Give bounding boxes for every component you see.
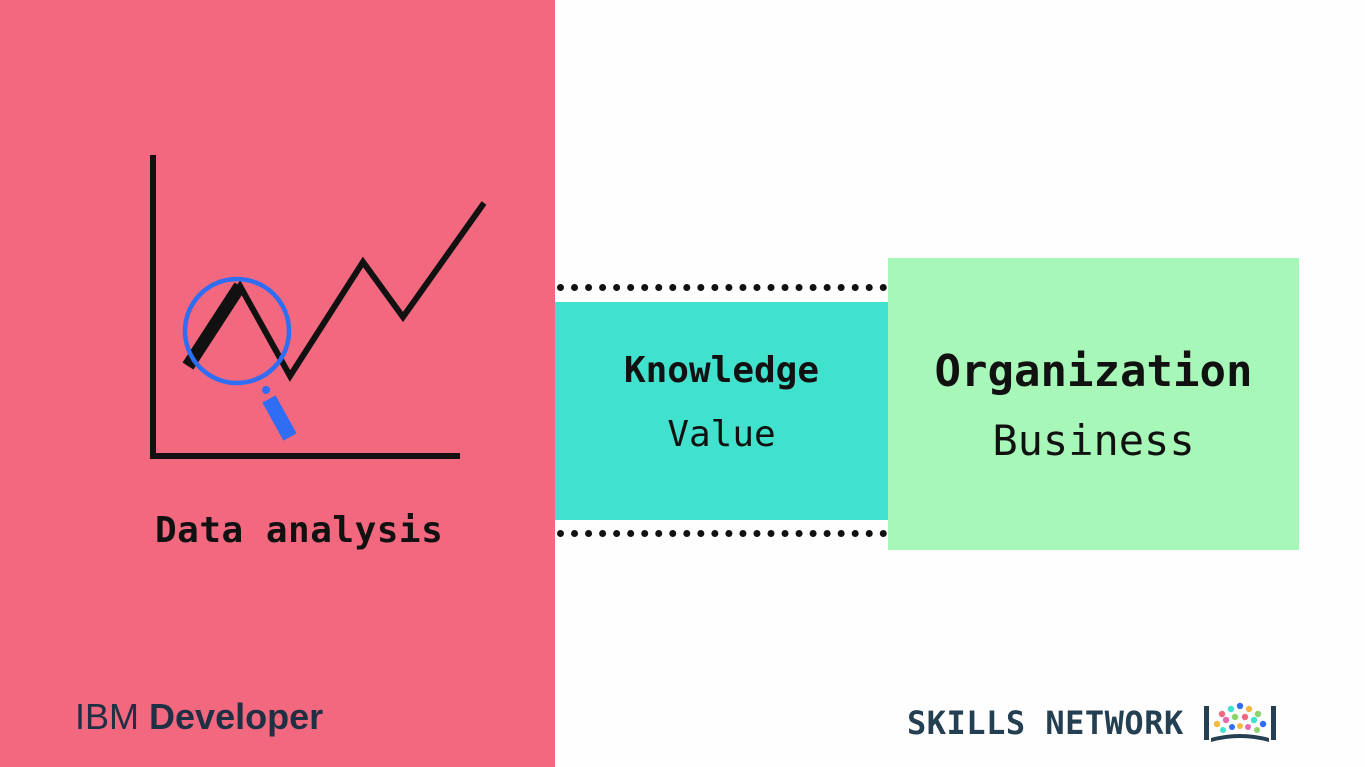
book-spine-right xyxy=(1270,706,1276,740)
dotted-connector-top xyxy=(557,284,887,291)
skills-network-book-icon xyxy=(1203,702,1276,742)
logo-dot xyxy=(1244,724,1251,730)
logo-dot xyxy=(1254,710,1261,718)
knowledge-title: Knowledge xyxy=(623,350,820,391)
business-subtitle: Business xyxy=(992,416,1195,465)
logo-dot xyxy=(1259,720,1266,728)
data-analysis-label: Data analysis xyxy=(155,510,444,551)
logo-dot xyxy=(1227,705,1234,713)
logo-dot xyxy=(1222,716,1229,724)
magnifying-glass-icon xyxy=(182,276,297,441)
line-chart-icon xyxy=(150,155,487,459)
organization-title: Organization xyxy=(934,346,1253,397)
developer-logo-text: Developer xyxy=(149,696,324,737)
logo-dot xyxy=(1250,716,1257,724)
data-analysis-illustration xyxy=(150,155,487,459)
organization-box: Organization Business xyxy=(888,258,1299,550)
logo-dot xyxy=(1245,705,1252,713)
magnified-segment xyxy=(182,282,246,370)
logo-dot xyxy=(1219,727,1226,733)
ibm-logo-text: IBM xyxy=(75,696,140,737)
skills-network-text: SKILLS NETWORK xyxy=(907,704,1184,742)
logo-dot xyxy=(1218,710,1225,718)
knowledge-box: Knowledge Value xyxy=(555,302,888,520)
logo-dot xyxy=(1241,713,1248,721)
dotted-connector-bottom xyxy=(557,530,887,537)
magnifier-joint xyxy=(262,386,270,394)
logo-dot xyxy=(1253,727,1260,733)
book-base xyxy=(1210,734,1269,742)
magnifier-handle xyxy=(262,395,297,441)
magnifier-lens xyxy=(182,276,292,386)
ibm-developer-logo: IBM Developer xyxy=(75,696,323,738)
skills-network-logo: SKILLS NETWORK xyxy=(907,700,1278,746)
left-panel: Data analysis IBM Developer xyxy=(0,0,555,767)
logo-dot xyxy=(1231,713,1238,721)
book-spine-left xyxy=(1203,706,1209,740)
logo-dot xyxy=(1236,723,1243,729)
chart-axes xyxy=(150,155,460,459)
logo-dot xyxy=(1228,724,1235,730)
logo-dot xyxy=(1236,702,1243,710)
value-subtitle: Value xyxy=(667,414,776,455)
logo-dot xyxy=(1213,720,1220,728)
